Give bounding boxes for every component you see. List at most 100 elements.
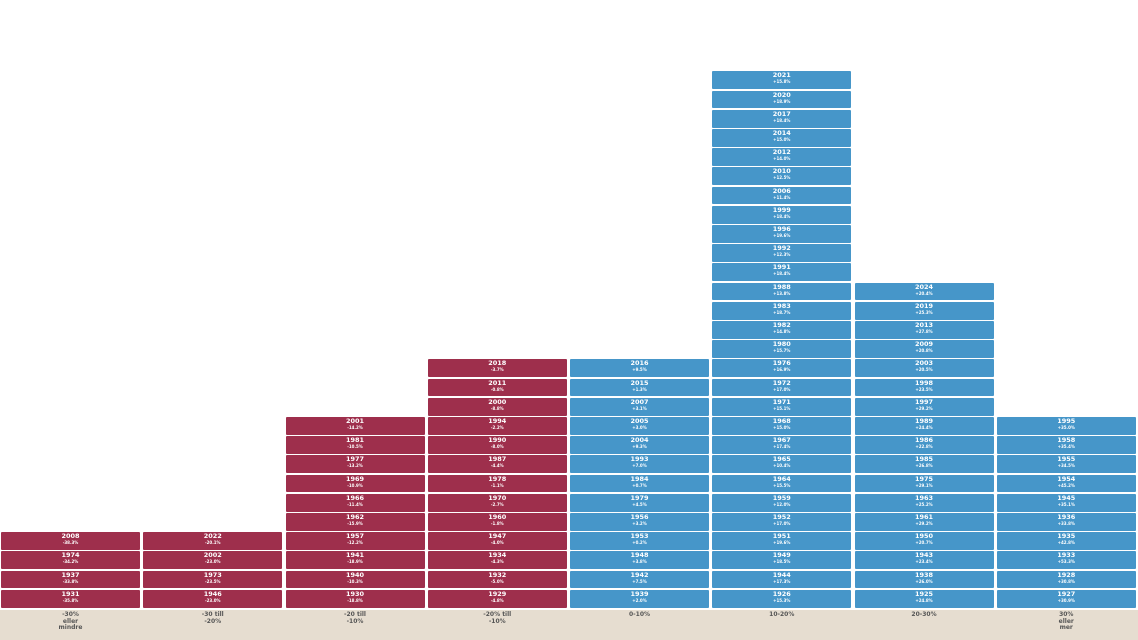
cell-year-label: 1956 bbox=[630, 513, 649, 521]
bar-cell-1971: 1971 +15.1% bbox=[712, 397, 852, 416]
bar-cell-1927: 1927 +30.9% bbox=[996, 589, 1136, 608]
bar-cell-2013: 2013 +27.8% bbox=[854, 321, 994, 339]
cell-year-label: 1939 bbox=[630, 589, 649, 598]
cell-return-label: +18.7% bbox=[773, 309, 791, 315]
cell-return-label: -4.0% bbox=[490, 540, 504, 546]
cell-year-label: 2006 bbox=[772, 186, 791, 195]
bar-cell-1987: 1987 -4.4% bbox=[427, 455, 567, 474]
cell-return-label: +15.1% bbox=[773, 405, 791, 411]
cell-return-label: +35.1% bbox=[1057, 501, 1075, 507]
cell-return-label: +7.5% bbox=[632, 578, 647, 584]
cell-year-label: 1989 bbox=[914, 417, 934, 425]
bar-cell-1976: 1976 +16.9% bbox=[712, 359, 852, 378]
bar-cell-2024: 2024 +20.4% bbox=[854, 282, 994, 301]
cell-return-label: +20.8% bbox=[915, 348, 933, 354]
cell-year-label: 1981 bbox=[345, 436, 365, 445]
cell-return-label: +12.3% bbox=[773, 252, 791, 258]
cell-return-label: +42.8% bbox=[1057, 540, 1075, 546]
bar-cell-1948: 1948 +3.8% bbox=[570, 551, 709, 570]
bar-cell-1980: 1980 +15.7% bbox=[712, 340, 852, 358]
cell-return-label: +14.8% bbox=[773, 329, 791, 334]
cell-year-label: 1968 bbox=[772, 417, 791, 425]
bar-cell-1965: 1965 +10.4% bbox=[712, 455, 852, 474]
cell-year-label: 1993 bbox=[630, 455, 649, 464]
cell-year-label: 1944 bbox=[772, 570, 791, 579]
cell-return-label: +35.0% bbox=[1057, 425, 1075, 430]
bar-cell-2003: 2003 +20.5% bbox=[854, 359, 994, 378]
bar-cell-2007: 2007 +3.1% bbox=[570, 397, 709, 416]
cell-return-label: -11.4% bbox=[347, 501, 363, 507]
cell-year-label: 1927 bbox=[1057, 589, 1076, 598]
cell-return-label: +11.4% bbox=[773, 194, 791, 200]
bar-cell-1999: 1999 +18.4% bbox=[712, 205, 852, 224]
bar-cell-2000: 2000 -8.8% bbox=[427, 397, 567, 416]
cell-year-label: 1932 bbox=[488, 570, 507, 579]
cell-return-label: -20.1% bbox=[204, 540, 221, 546]
bar-cell-1932: 1932 -5.0% bbox=[427, 570, 567, 589]
cell-return-label: +0.7% bbox=[632, 482, 647, 488]
x-tick-label: -20% till -10% bbox=[483, 611, 512, 625]
cell-return-label: -18.8% bbox=[347, 597, 363, 603]
cell-return-label: +15.7% bbox=[773, 348, 791, 354]
bar-cell-1945: 1945 +35.1% bbox=[996, 493, 1136, 512]
bar-cell-1979: 1979 +4.5% bbox=[570, 493, 709, 512]
bar-cell-2022: 2022 -20.1% bbox=[143, 532, 283, 550]
cell-year-label: 1938 bbox=[914, 570, 934, 579]
bar-cell-2012: 2012 +14.0% bbox=[712, 148, 852, 166]
cell-year-label: 1958 bbox=[1057, 436, 1076, 445]
cell-year-label: 1963 bbox=[914, 493, 934, 502]
bar-cell-1975: 1975 +29.1% bbox=[854, 474, 994, 493]
bar-cell-1963: 1963 +25.2% bbox=[854, 493, 994, 512]
bar-cell-1933: 1933 +53.3% bbox=[996, 551, 1136, 570]
bar-cell-2011: 2011 -0.8% bbox=[427, 378, 567, 397]
bar-cell-1981: 1981 -10.5% bbox=[285, 436, 425, 454]
cell-return-label: +18.4% bbox=[773, 271, 791, 277]
cell-year-label: 2002 bbox=[203, 551, 222, 560]
bar-cell-2019: 2019 +25.3% bbox=[854, 301, 994, 320]
cell-year-label: 1950 bbox=[914, 532, 934, 541]
cell-year-label: 2011 bbox=[488, 378, 507, 387]
bar-cell-1943: 1943 +23.4% bbox=[854, 551, 994, 570]
cell-year-label: 2018 bbox=[488, 359, 507, 368]
cell-year-label: 1970 bbox=[488, 493, 507, 502]
cell-year-label: 2010 bbox=[772, 167, 791, 176]
cell-year-label: 1942 bbox=[630, 570, 649, 579]
cell-return-label: +23.5% bbox=[915, 386, 933, 392]
bar-cell-1989: 1989 +24.4% bbox=[854, 417, 994, 435]
bar-cell-1984: 1984 +0.7% bbox=[570, 474, 709, 493]
bar-cell-2014: 2014 +15.0% bbox=[712, 129, 852, 147]
cell-year-label: 2007 bbox=[630, 397, 649, 406]
bar-cell-2020: 2020 +18.9% bbox=[712, 90, 852, 109]
cell-year-label: 2004 bbox=[630, 436, 649, 445]
cell-return-label: -10.3% bbox=[347, 578, 363, 584]
cell-year-label: 1992 bbox=[772, 244, 791, 253]
cell-return-label: -4.8% bbox=[490, 597, 504, 603]
cell-return-label: -23.0% bbox=[204, 597, 221, 603]
bar-cell-1985: 1985 +26.8% bbox=[854, 455, 994, 474]
cell-year-label: 1941 bbox=[345, 551, 365, 560]
cell-year-label: 1982 bbox=[772, 321, 791, 329]
cell-return-label: +4.5% bbox=[632, 501, 647, 507]
cell-return-label: +15.3% bbox=[773, 597, 791, 603]
x-tick-label: 0-10% bbox=[628, 611, 651, 618]
cell-year-label: 1952 bbox=[772, 513, 791, 521]
cell-year-label: 1943 bbox=[914, 551, 934, 560]
cell-return-label: +24.8% bbox=[915, 597, 933, 603]
cell-return-label: -38.3% bbox=[62, 540, 79, 546]
x-tick-label: -20 till -10% bbox=[344, 611, 366, 625]
bar-cell-1929: 1929 -4.8% bbox=[427, 589, 567, 608]
cell-return-label: +3.0% bbox=[632, 425, 647, 430]
cell-year-label: 2019 bbox=[914, 301, 934, 310]
cell-return-label: +45.2% bbox=[1057, 482, 1075, 488]
bar-cell-1968: 1968 +15.0% bbox=[712, 417, 852, 435]
bar-cell-1955: 1955 +34.5% bbox=[996, 455, 1136, 474]
cell-year-label: 2017 bbox=[772, 109, 791, 118]
bar-cell-1938: 1938 +26.0% bbox=[854, 570, 994, 589]
bar-cell-1958: 1958 +35.4% bbox=[996, 436, 1136, 454]
cell-return-label: -14.2% bbox=[347, 425, 363, 430]
cell-year-label: 1934 bbox=[488, 551, 507, 560]
cell-year-label: 2021 bbox=[772, 71, 791, 80]
cell-year-label: 1996 bbox=[772, 225, 791, 233]
cell-year-label: 1933 bbox=[1057, 551, 1076, 560]
cell-return-label: +3.1% bbox=[632, 405, 647, 411]
